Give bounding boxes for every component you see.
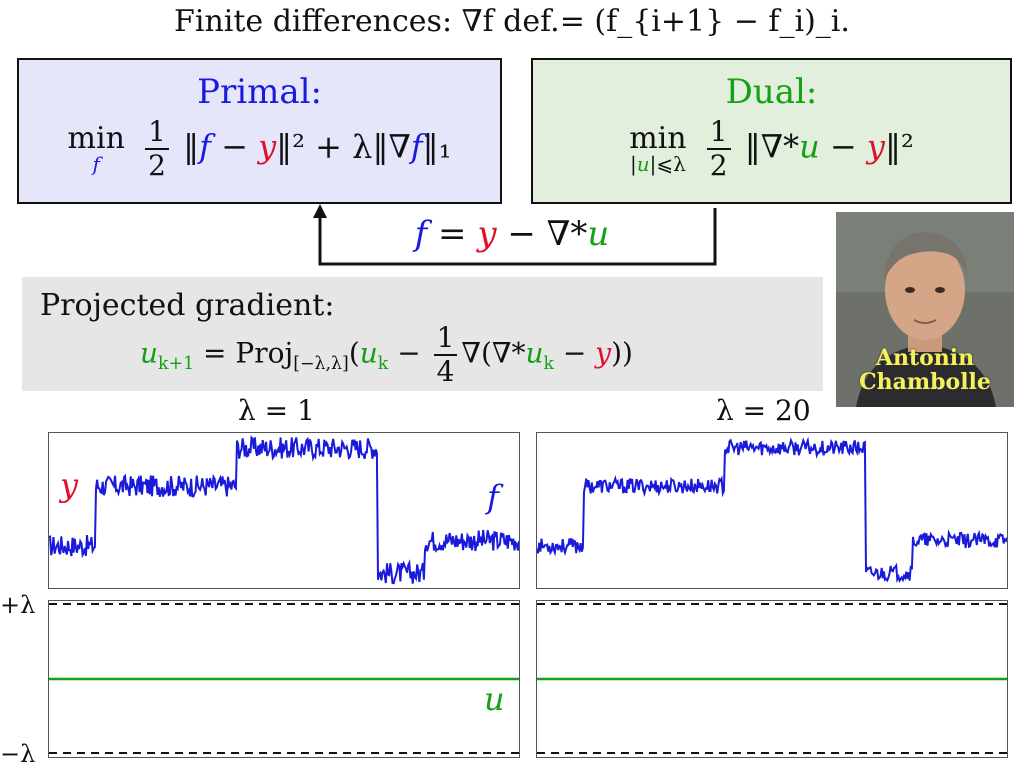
plus-lambda-label: +λ (0, 591, 36, 619)
right-dual-chart (537, 603, 1007, 754)
portrait-illustration (836, 212, 1014, 407)
left-plot-title: λ = 1 (238, 394, 315, 427)
signal-line (48, 435, 520, 585)
header-text: Finite differences: ∇f def.= (f_{i+1} − … (174, 4, 850, 39)
minus-lambda-label: −λ (0, 740, 36, 768)
relation-formula: f = y − ∇*u (414, 214, 610, 254)
right-signal-chart (536, 436, 1008, 584)
signal-line (536, 436, 1008, 584)
y-label: y (60, 466, 79, 504)
primal-half: 1 2 (145, 118, 169, 180)
primal-box: Primal: min f 1 2 ‖f − y‖² + λ‖∇f‖₁ (17, 58, 502, 204)
projected-gradient-box (22, 277, 823, 391)
dual-half: 1 2 (706, 118, 731, 180)
right-signal-panel (536, 432, 1008, 589)
u-label: u (484, 680, 505, 718)
left-dual-chart (49, 603, 519, 754)
right-plot-title: λ = 20 (716, 394, 811, 427)
primal-min: min f (67, 121, 125, 176)
dual-min: min |u|⩽λ (629, 121, 687, 176)
primal-formula: min f 1 2 ‖f − y‖² + λ‖∇f‖₁ (67, 115, 452, 182)
dual-title: Dual: (725, 72, 818, 112)
relation-arrow (313, 204, 717, 266)
projected-gradient-title: Projected gradient: (40, 288, 335, 323)
dual-box: Dual: min |u|⩽λ 1 2 ‖∇*u − y‖² (531, 58, 1012, 204)
header-formula: Finite differences: ∇f def.= (f_{i+1} − … (0, 4, 1024, 39)
portrait-caption: Antonin Chambolle (859, 345, 991, 396)
right-dual-panel (536, 600, 1008, 758)
dual-formula: min |u|⩽λ 1 2 ‖∇*u − y‖² (629, 115, 914, 182)
projected-gradient-formula: uk+1 = Proj[−λ,λ](uk − 1 4 ∇(∇*uk − y)) (140, 321, 633, 388)
left-signal-panel (48, 432, 520, 589)
primal-title: Primal: (197, 72, 322, 112)
left-signal-chart (48, 435, 520, 585)
portrait-photo (836, 212, 1014, 407)
f-label: f (487, 478, 499, 516)
left-dual-panel (48, 600, 520, 758)
